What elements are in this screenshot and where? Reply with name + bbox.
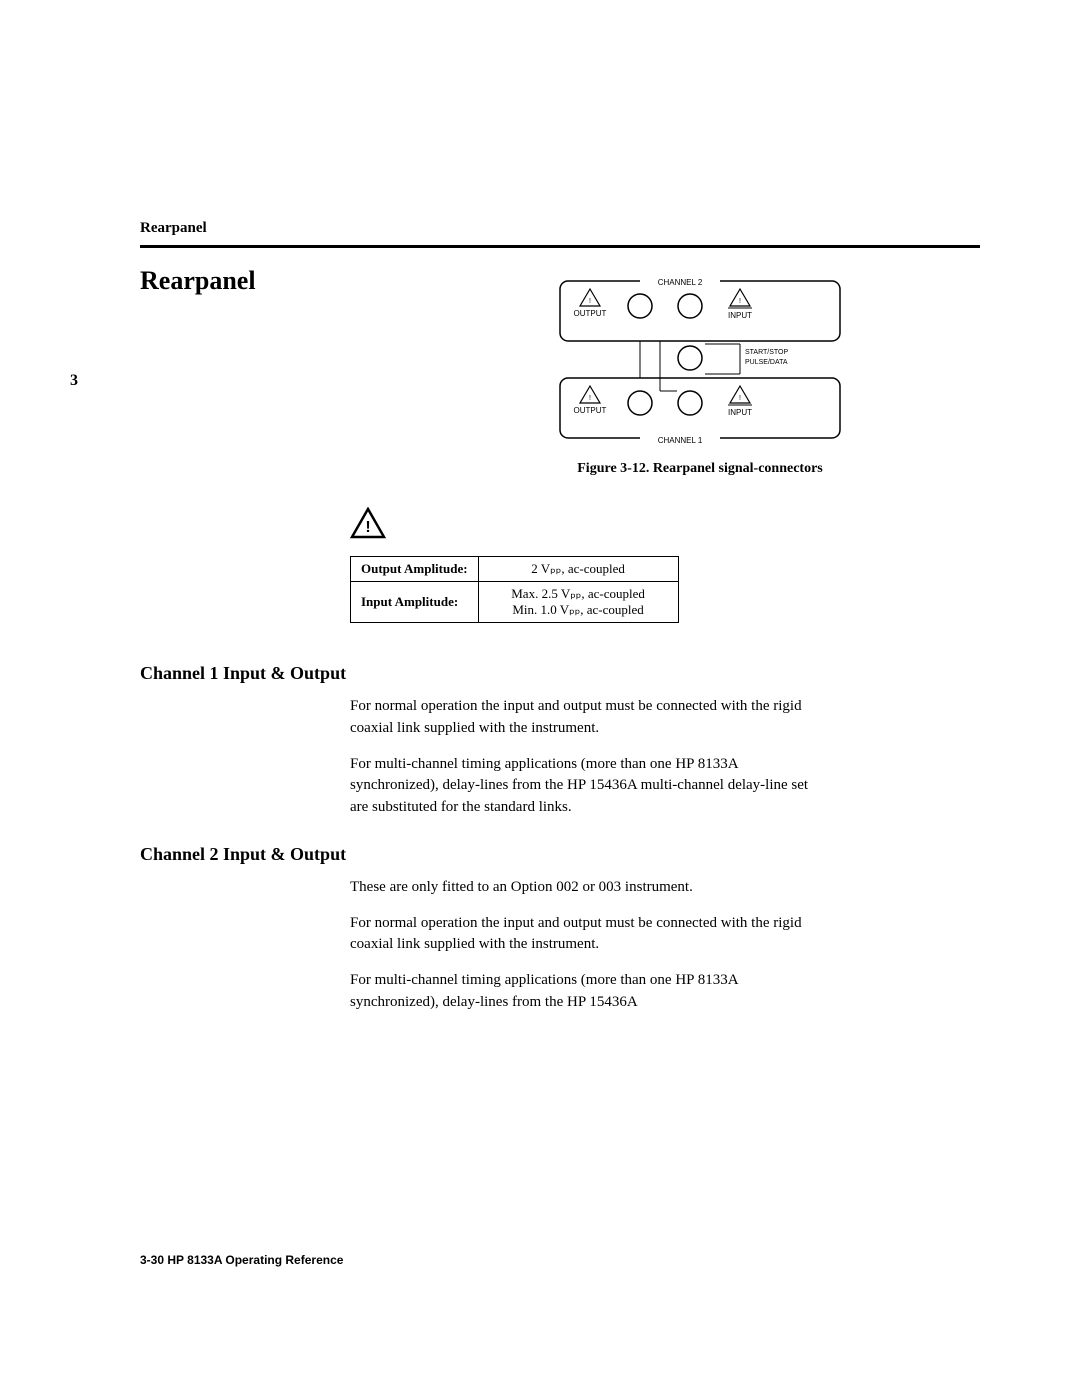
output-amplitude-label: Output Amplitude: [351, 557, 479, 582]
svg-text:!: ! [739, 298, 741, 305]
channel1-section: Channel 1 Input & Output For normal oper… [140, 663, 980, 819]
body-paragraph: These are only fitted to an Option 002 o… [350, 877, 830, 899]
body-paragraph: For multi-channel timing applications (m… [350, 970, 830, 1014]
output-label: OUTPUT [574, 309, 607, 318]
table-row: Output Amplitude: 2 Vₚₚ, ac-coupled [351, 557, 679, 582]
svg-text:!: ! [589, 298, 591, 305]
figure-caption: Figure 3-12. Rearpanel signal-connectors [420, 461, 980, 477]
rearpanel-diagram: CHANNEL 2 ! OUTPUT ! INPUT START/STOP PU… [540, 266, 860, 446]
svg-text:!: ! [365, 519, 370, 536]
body-paragraph: For normal operation the input and outpu… [350, 696, 830, 740]
channel1-label: CHANNEL 1 [658, 436, 703, 445]
input-label-2: INPUT [728, 408, 752, 417]
spec-table: Output Amplitude: 2 Vₚₚ, ac-coupled Inpu… [350, 556, 679, 623]
output-amplitude-value: 2 Vₚₚ, ac-coupled [478, 557, 678, 582]
page-content: Rearpanel Rearpanel CHANNEL 2 ! OUTPUT !… [0, 0, 1080, 1397]
warning-icon: ! [350, 507, 980, 544]
channel2-label: CHANNEL 2 [658, 278, 703, 287]
channel2-section: Channel 2 Input & Output These are only … [140, 844, 980, 1014]
pulse-data-label: PULSE/DATA [745, 359, 788, 366]
channel2-title: Channel 2 Input & Output [140, 844, 980, 865]
header-label: Rearpanel [140, 220, 980, 237]
input-amplitude-label: Input Amplitude: [351, 582, 479, 623]
svg-text:!: ! [589, 395, 591, 402]
channel1-title: Channel 1 Input & Output [140, 663, 980, 684]
input-label: INPUT [728, 311, 752, 320]
output-label-2: OUTPUT [574, 406, 607, 415]
section-title: Rearpanel [140, 266, 400, 296]
page-footer: 3-30 HP 8133A Operating Reference [140, 1253, 343, 1267]
body-paragraph: For multi-channel timing applications (m… [350, 754, 830, 819]
figure-container: CHANNEL 2 ! OUTPUT ! INPUT START/STOP PU… [420, 266, 980, 477]
table-row: Input Amplitude: Max. 2.5 Vₚₚ, ac-couple… [351, 582, 679, 623]
input-amplitude-value: Max. 2.5 Vₚₚ, ac-coupled Min. 1.0 Vₚₚ, a… [478, 582, 678, 623]
start-stop-label: START/STOP [745, 349, 789, 356]
svg-text:!: ! [739, 395, 741, 402]
body-paragraph: For normal operation the input and outpu… [350, 913, 830, 957]
section-divider [140, 245, 980, 248]
